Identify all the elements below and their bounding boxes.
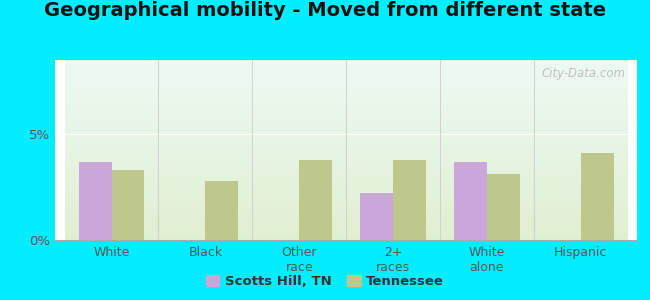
- Text: Geographical mobility - Moved from different state: Geographical mobility - Moved from diffe…: [44, 2, 606, 20]
- Bar: [393, 160, 426, 240]
- Bar: [360, 194, 393, 240]
- Bar: [205, 181, 238, 240]
- Text: City-Data.com: City-Data.com: [541, 67, 625, 80]
- Bar: [454, 162, 487, 240]
- Bar: [487, 174, 520, 240]
- Legend: Scotts Hill, TN, Tennessee: Scotts Hill, TN, Tennessee: [201, 270, 449, 293]
- Bar: [112, 170, 144, 240]
- Bar: [79, 162, 112, 240]
- Bar: [299, 160, 332, 240]
- Bar: [580, 153, 614, 240]
